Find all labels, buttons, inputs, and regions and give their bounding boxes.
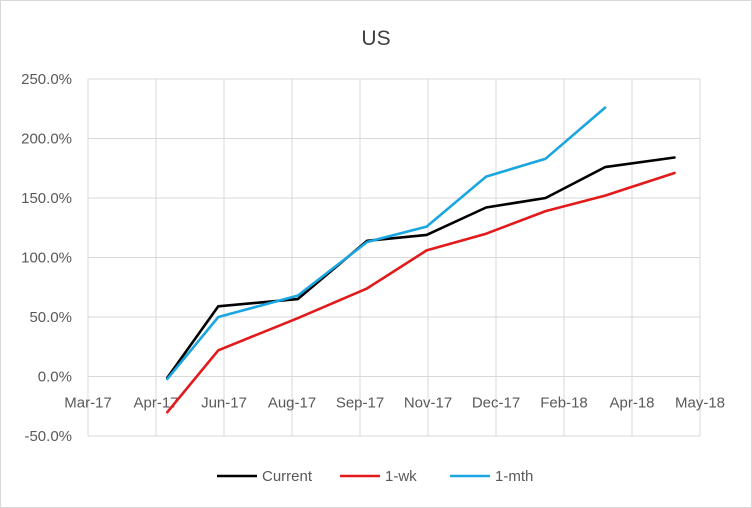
chart-title: US (361, 27, 390, 50)
y-axis-tick-labels: -50.0% 0.0% 50.0% 100.0% 150.0% 200.0% 250.0% (21, 71, 72, 445)
y-tick-label: 100.0% (21, 250, 72, 267)
y-tick-label: 50.0% (29, 309, 72, 326)
legend-label: 1-wk (385, 468, 417, 485)
x-tick-label: Mar-17 (64, 395, 112, 412)
x-tick-label: May-18 (675, 395, 725, 412)
legend: Current 1-wk 1-mth (217, 468, 533, 485)
y-tick-label: 0.0% (38, 369, 72, 386)
series-lines (166, 106, 676, 414)
x-tick-label: Sep-17 (336, 395, 384, 412)
x-tick-label: Nov-17 (404, 395, 452, 412)
x-tick-label: Feb-18 (540, 395, 588, 412)
legend-label: 1-mth (495, 468, 533, 485)
y-tick-label: -50.0% (24, 428, 72, 445)
y-tick-label: 250.0% (21, 71, 72, 88)
legend-label: Current (262, 468, 313, 485)
x-axis-tick-labels: Mar-17 Apr-17 Jun-17 Aug-17 Sep-17 Nov-17 Dec-… (64, 395, 725, 412)
x-tick-label: Jun-17 (201, 395, 247, 412)
y-tick-label: 150.0% (21, 190, 72, 207)
x-tick-label: Apr-17 (133, 395, 178, 412)
series-line-1-mth (166, 106, 607, 381)
gridlines (87, 78, 701, 437)
series-line-1-wk (166, 171, 676, 414)
y-tick-label: 200.0% (21, 131, 72, 148)
x-tick-label: Dec-17 (472, 395, 520, 412)
x-tick-label: Aug-17 (268, 395, 316, 412)
series-line-current (166, 156, 676, 380)
x-tick-label: Apr-18 (609, 395, 654, 412)
